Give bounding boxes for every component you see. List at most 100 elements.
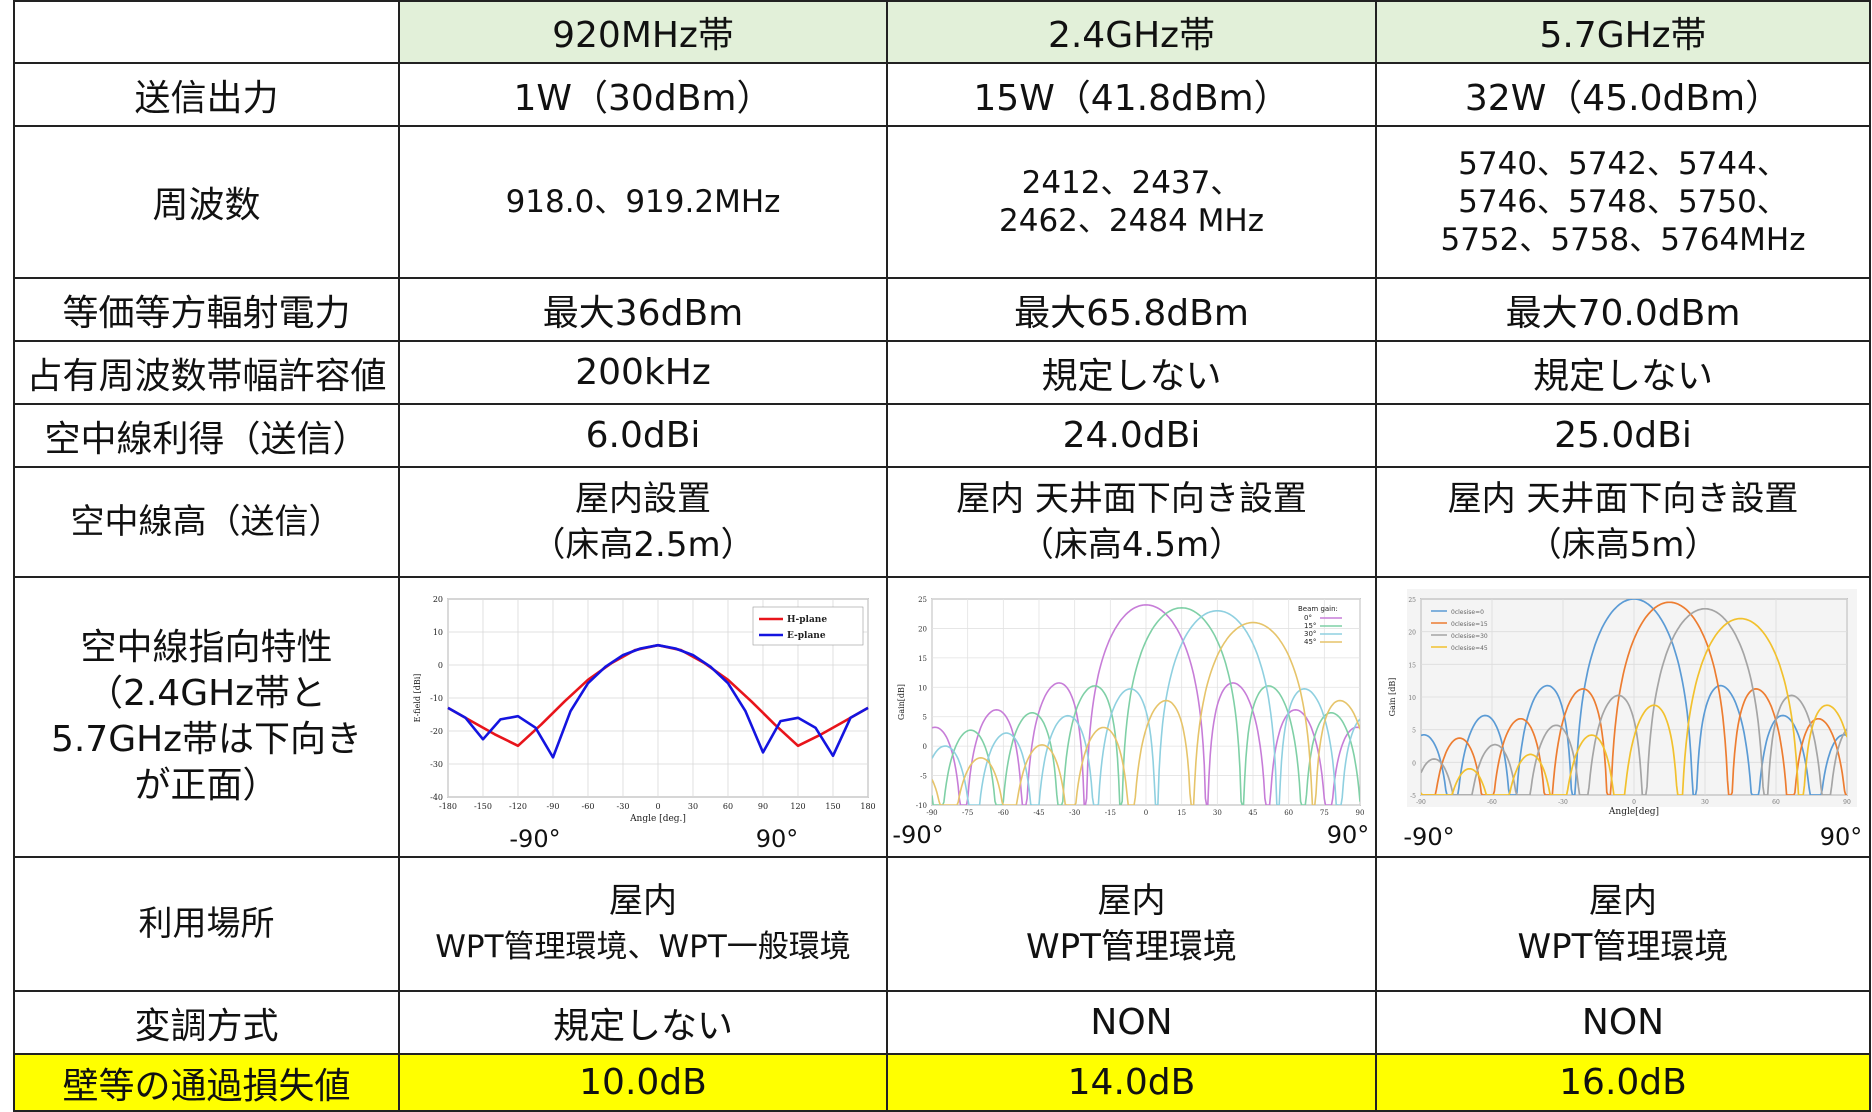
value-output-24: 15W（41.8dBm）	[886, 62, 1377, 127]
value-frequency-920: 918.0、919.2MHz	[398, 125, 888, 279]
value-eirp-24: 最大65.8dBm	[886, 277, 1377, 342]
annotation-plus-90: 90°	[1820, 823, 1863, 851]
value-height-24: 屋内 天井面下向き設置 （床高4.5m）	[886, 466, 1377, 578]
legend-label: 0clesise=0	[1451, 609, 1484, 616]
y-tick-label: -20	[430, 727, 443, 736]
value-gain-57: 25.0dBi	[1375, 403, 1871, 468]
y-tick-label: 25	[918, 596, 927, 604]
value-modulation-920: 規定しない	[398, 990, 888, 1055]
freq-920-line-1: 918.0、919.2MHz	[505, 184, 781, 220]
y-tick-label: -5	[1410, 793, 1416, 800]
annotation-plus-90: 90°	[1327, 821, 1370, 849]
value-modulation-57: NON	[1375, 990, 1871, 1055]
label-modulation: 変調方式	[13, 990, 400, 1055]
legend-label: 0clesise=45	[1451, 645, 1488, 652]
value-eirp-57: 最大70.0dBm	[1375, 277, 1871, 342]
chart-cell-57: -90 -60 -30 0 30 60 90 -5 0 5 10 15 20 25 Angle[deg] Ga…	[1375, 576, 1871, 858]
y-tick-label: -10	[430, 694, 443, 703]
value-wall-loss-920: 10.0dB	[398, 1053, 888, 1112]
freq-57-line-1: 5740、5742、5744、	[1458, 146, 1788, 182]
corner-cell	[13, 0, 400, 64]
x-tick-label: 0	[1632, 799, 1636, 806]
y-tick-label: 20	[1408, 630, 1416, 637]
y-tick-label: 10	[433, 628, 443, 637]
x-tick-label: -30	[1558, 799, 1568, 806]
y-tick-label: 20	[433, 595, 443, 604]
y-tick-label: 10	[918, 684, 927, 692]
place-920-line-1: 屋内	[609, 881, 677, 921]
height-57-line-1: 屋内 天井面下向き設置	[1447, 479, 1799, 519]
y-axis-label: Gain [dB]	[1388, 678, 1397, 717]
x-tick-label: -120	[509, 802, 527, 811]
y-tick-label: -10	[916, 802, 927, 810]
legend-title: Beam gain:	[1298, 605, 1338, 613]
label-frequency: 周波数	[13, 125, 400, 279]
row-eirp: 等価等方輻射電力 最大36dBm 最大65.8dBm 最大70.0dBm	[13, 277, 1871, 342]
x-axis-label: Angle[deg]	[1608, 807, 1659, 817]
row-place: 利用場所 屋内 WPT管理環境、WPT一般環境 屋内 WPT管理環境 屋内 WP…	[13, 856, 1871, 992]
label-height: 空中線高（送信）	[13, 466, 400, 578]
label-eirp: 等価等方輻射電力	[13, 277, 400, 342]
annotation-minus-90: -90°	[892, 821, 943, 849]
row-modulation: 変調方式 規定しない NON NON	[13, 990, 1871, 1055]
x-tick-label: 120	[790, 802, 805, 811]
pattern-chart-920: -180 -150 -120 -90 -60 -30 0 30 60 90 120 150 180 -40…	[413, 595, 876, 853]
legend-box	[752, 606, 864, 646]
x-tick-label: -45	[1033, 809, 1044, 817]
series-line-beam-45	[932, 621, 1360, 805]
height-57-line-2: （床高5m）	[1527, 525, 1719, 565]
height-920-line-1: 屋内設置	[575, 479, 711, 519]
value-gain-920: 6.0dBi	[398, 403, 888, 468]
legend-label: E-plane	[787, 631, 826, 641]
label-bandwidth: 占有周波数帯幅許容値	[13, 340, 400, 405]
y-axis-label: E-field [dBi]	[413, 674, 422, 723]
x-tick-label: -90	[1416, 799, 1426, 806]
y-axis-label: Gain[dB]	[897, 684, 906, 720]
y-tick-label: -30	[430, 760, 443, 769]
y-tick-label: 0	[923, 743, 927, 751]
y-tick-label: -5	[920, 773, 927, 781]
label-wall-loss: 壁等の通過損失値	[13, 1053, 400, 1112]
x-tick-label: 150	[825, 802, 840, 811]
x-tick-label: -30	[1069, 809, 1080, 817]
value-frequency-24: 2412、2437、 2462、2484 MHz	[886, 125, 1377, 279]
freq-57-line-2: 5746、5748、5750、	[1458, 184, 1788, 220]
directivity-label-line-1: 空中線指向特性	[80, 627, 333, 668]
value-modulation-24: NON	[886, 990, 1377, 1055]
y-tick-label: 0	[1412, 760, 1416, 767]
annotation-minus-90: -90°	[509, 825, 560, 853]
band-2.4ghz: 2.4GHz帯	[886, 0, 1377, 64]
value-gain-24: 24.0dBi	[886, 403, 1377, 468]
legend-label: 0clesise=15	[1451, 621, 1488, 628]
x-tick-label: -150	[474, 802, 492, 811]
row-wall-loss: 壁等の通過損失値 10.0dB 14.0dB 16.0dB	[13, 1053, 1871, 1112]
x-tick-label: 60	[1284, 809, 1293, 817]
value-frequency-57: 5740、5742、5744、 5746、5748、5750、 5752、575…	[1375, 125, 1871, 279]
place-24-line-2: WPT管理環境	[1026, 927, 1237, 967]
place-57-line-2: WPT管理環境	[1517, 927, 1729, 967]
y-tick-label: 5	[923, 714, 927, 722]
value-output-57: 32W（45.0dBm）	[1375, 62, 1871, 127]
series-line-beam-45	[1421, 617, 1847, 795]
height-24-line-2: （床高4.5m）	[1019, 525, 1244, 565]
value-bandwidth-24: 規定しない	[886, 340, 1377, 405]
x-tick-label: -90	[926, 809, 937, 817]
label-directivity: 空中線指向特性 （2.4GHz帯と 5.7GHz帯は下向き が正面）	[13, 576, 400, 858]
x-tick-label: -90	[547, 802, 560, 811]
x-tick-label: -15	[1105, 809, 1116, 817]
freq-57-line-3: 5752、5758、5764MHz	[1440, 222, 1806, 258]
x-tick-label: -75	[962, 809, 973, 817]
x-tick-label: 60	[1772, 799, 1780, 806]
spec-table: 920MHz帯 2.4GHz帯 5.7GHz帯 送信出力 1W（30dBm） 1…	[13, 0, 1871, 1112]
label-place: 利用場所	[13, 856, 400, 992]
value-place-57: 屋内 WPT管理環境	[1375, 856, 1871, 992]
place-920-line-2: WPT管理環境、WPT一般環境	[435, 929, 851, 965]
header-row: 920MHz帯 2.4GHz帯 5.7GHz帯	[13, 0, 1871, 64]
value-place-920: 屋内 WPT管理環境、WPT一般環境	[398, 856, 888, 992]
row-frequency: 周波数 918.0、919.2MHz 2412、2437、 2462、2484 …	[13, 125, 1871, 279]
series-line-beam-15	[932, 606, 1360, 805]
row-height: 空中線高（送信） 屋内設置 （床高2.5m） 屋内 天井面下向き設置 （床高4.…	[13, 466, 1871, 578]
x-tick-label: 180	[860, 802, 875, 811]
legend-label: 30°	[1304, 630, 1316, 638]
chart-cell-920: -180 -150 -120 -90 -60 -30 0 30 60 90 120 150 180 -40…	[398, 576, 888, 858]
